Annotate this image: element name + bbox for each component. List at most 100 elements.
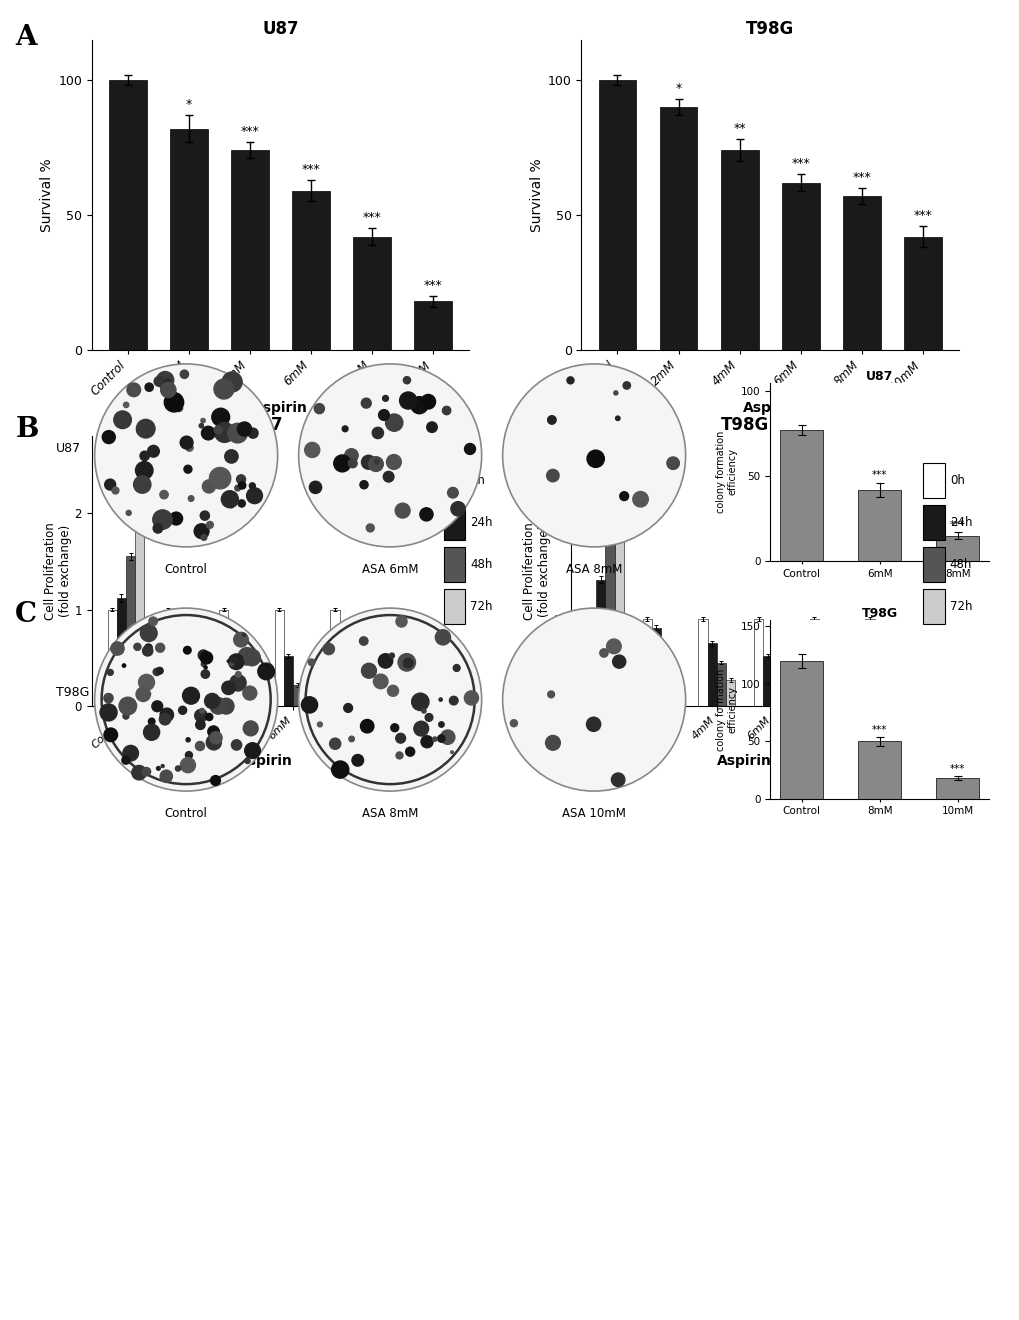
Circle shape <box>440 730 454 744</box>
Circle shape <box>160 770 172 783</box>
Text: 72h: 72h <box>470 601 492 614</box>
Bar <box>669 669 679 706</box>
Text: 48h: 48h <box>470 558 492 572</box>
Text: 24h: 24h <box>949 516 971 529</box>
Circle shape <box>126 383 141 396</box>
Circle shape <box>586 717 600 731</box>
Circle shape <box>229 675 246 690</box>
Circle shape <box>210 697 226 714</box>
Circle shape <box>229 504 233 508</box>
Circle shape <box>201 669 209 678</box>
Bar <box>125 557 135 706</box>
Bar <box>883 680 893 706</box>
Bar <box>405 685 414 706</box>
Circle shape <box>104 729 117 742</box>
Bar <box>827 676 837 706</box>
Circle shape <box>153 524 162 533</box>
Circle shape <box>438 722 443 727</box>
Circle shape <box>361 663 376 678</box>
Circle shape <box>613 391 618 395</box>
Circle shape <box>567 378 574 384</box>
Circle shape <box>185 738 190 742</box>
Circle shape <box>421 395 435 409</box>
Circle shape <box>114 411 131 429</box>
Circle shape <box>212 408 229 426</box>
Circle shape <box>214 426 222 434</box>
Text: 48h: 48h <box>949 558 971 572</box>
Circle shape <box>156 643 164 652</box>
Circle shape <box>159 714 170 725</box>
Ellipse shape <box>95 364 277 546</box>
Circle shape <box>133 477 151 494</box>
Circle shape <box>341 426 347 432</box>
Circle shape <box>178 706 186 714</box>
Text: ***: *** <box>912 209 931 222</box>
Circle shape <box>245 743 260 759</box>
Bar <box>109 81 147 350</box>
Circle shape <box>421 709 426 713</box>
Bar <box>191 672 200 706</box>
Circle shape <box>317 722 322 727</box>
Circle shape <box>323 643 334 655</box>
Bar <box>660 652 669 706</box>
Circle shape <box>361 455 375 469</box>
Text: 24h: 24h <box>470 516 492 529</box>
Bar <box>753 619 762 706</box>
Circle shape <box>202 480 215 492</box>
Circle shape <box>156 668 163 675</box>
Title: U87: U87 <box>247 416 283 434</box>
Title: T98G: T98G <box>861 607 897 620</box>
Circle shape <box>210 731 222 744</box>
Circle shape <box>411 397 428 413</box>
Circle shape <box>222 372 242 392</box>
Circle shape <box>236 475 246 484</box>
Title: U87: U87 <box>262 20 299 38</box>
Circle shape <box>160 708 173 722</box>
Circle shape <box>395 752 403 759</box>
Circle shape <box>233 632 248 647</box>
Circle shape <box>183 647 191 653</box>
Circle shape <box>435 630 450 645</box>
Circle shape <box>156 767 160 771</box>
Circle shape <box>229 661 233 667</box>
Circle shape <box>185 444 193 451</box>
Bar <box>353 236 390 350</box>
Circle shape <box>148 718 155 725</box>
Bar <box>395 678 405 706</box>
Bar <box>842 197 879 350</box>
Bar <box>247 677 256 706</box>
Circle shape <box>437 735 444 742</box>
Circle shape <box>123 713 128 719</box>
Circle shape <box>382 396 388 401</box>
Circle shape <box>395 734 406 743</box>
Circle shape <box>372 428 383 438</box>
Circle shape <box>394 503 410 517</box>
Circle shape <box>666 457 679 470</box>
Bar <box>163 610 172 706</box>
Y-axis label: colony formation
efficiency: colony formation efficiency <box>715 430 738 513</box>
Bar <box>809 619 818 706</box>
Text: ***: *** <box>871 725 887 735</box>
Circle shape <box>133 643 141 651</box>
Circle shape <box>333 455 351 471</box>
Circle shape <box>361 399 371 408</box>
Circle shape <box>452 664 460 672</box>
Circle shape <box>100 704 117 721</box>
Circle shape <box>305 442 320 458</box>
Circle shape <box>387 685 398 697</box>
Bar <box>586 619 595 706</box>
Circle shape <box>425 714 432 721</box>
Bar <box>339 661 348 706</box>
Circle shape <box>247 488 262 504</box>
Circle shape <box>153 668 160 676</box>
X-axis label: Aspirin: Aspirin <box>716 754 771 768</box>
Bar <box>874 669 883 706</box>
Circle shape <box>587 450 603 467</box>
Circle shape <box>426 422 437 433</box>
Circle shape <box>206 735 221 750</box>
Bar <box>170 128 208 350</box>
Circle shape <box>206 521 213 528</box>
Circle shape <box>343 704 353 713</box>
Circle shape <box>383 471 393 482</box>
X-axis label: Aspirin: Aspirin <box>253 401 308 416</box>
